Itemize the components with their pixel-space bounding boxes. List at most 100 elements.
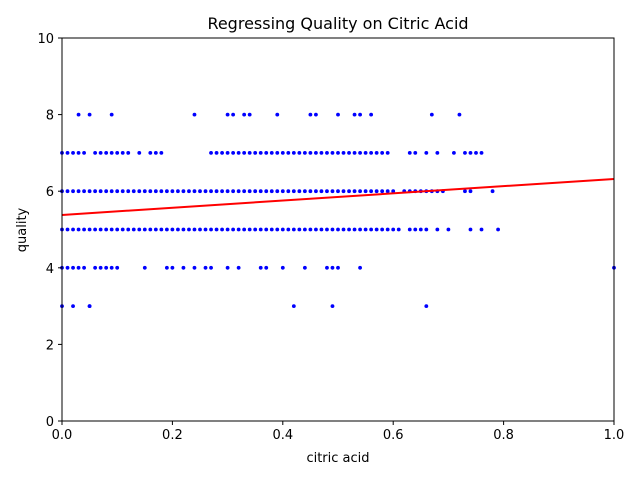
data-point (109, 189, 114, 194)
data-point (242, 151, 247, 155)
x-axis-label: citric acid (306, 451, 369, 466)
data-point (65, 265, 70, 270)
data-point (347, 151, 351, 155)
data-point (269, 151, 274, 155)
data-point (236, 151, 241, 155)
data-point (286, 151, 291, 155)
data-point (242, 189, 247, 194)
x-tick-label: 0.4 (272, 428, 293, 443)
data-point (120, 151, 125, 155)
data-point (198, 189, 202, 194)
data-point (275, 189, 280, 194)
data-point (258, 189, 263, 194)
data-point (93, 189, 98, 194)
regression-line-layer (61, 177, 615, 216)
data-point (363, 151, 368, 155)
data-point (363, 227, 368, 232)
data-point (291, 151, 296, 155)
data-point (424, 151, 429, 155)
data-point (435, 227, 440, 232)
data-point (302, 265, 307, 270)
data-point (286, 189, 291, 194)
data-point (198, 227, 202, 232)
data-point (76, 189, 81, 194)
data-point (109, 151, 114, 155)
data-point (358, 112, 362, 117)
data-point (424, 227, 429, 232)
data-point (429, 112, 434, 117)
y-tick-label: 4 (46, 262, 54, 277)
data-point (275, 112, 280, 117)
y-tick-label: 2 (46, 338, 54, 353)
data-point (352, 227, 357, 232)
data-point (424, 304, 429, 308)
data-point (236, 227, 241, 232)
data-point (358, 189, 362, 194)
chart-title: Regressing Quality on Citric Acid (207, 14, 468, 33)
data-point (352, 151, 357, 155)
data-point (126, 189, 131, 194)
data-point (142, 189, 147, 194)
data-point (380, 151, 385, 155)
data-point (358, 265, 362, 270)
data-point (192, 112, 197, 117)
data-point (325, 227, 329, 232)
data-point (286, 227, 291, 232)
data-point (490, 189, 495, 194)
data-point (71, 227, 75, 232)
data-point (314, 151, 318, 155)
data-point (181, 227, 186, 232)
data-point (280, 151, 285, 155)
data-point (109, 227, 114, 232)
data-point (446, 227, 451, 232)
data-point (302, 151, 307, 155)
data-point (181, 265, 186, 270)
data-point (120, 189, 125, 194)
data-point (131, 189, 136, 194)
data-point (142, 265, 147, 270)
data-point (104, 227, 109, 232)
data-point (231, 112, 236, 117)
data-point (413, 151, 418, 155)
data-point (253, 189, 258, 194)
data-point (385, 151, 390, 155)
data-point (109, 265, 114, 270)
y-tick-label: 6 (46, 185, 54, 200)
data-point (214, 189, 219, 194)
data-point (225, 151, 230, 155)
data-point (407, 151, 412, 155)
data-point (452, 151, 456, 155)
data-point (170, 189, 175, 194)
data-point (164, 189, 169, 194)
data-point (468, 227, 473, 232)
data-point (468, 189, 473, 194)
regression-line (61, 177, 615, 216)
x-tick-label: 1.0 (604, 428, 625, 443)
data-point (231, 227, 236, 232)
data-point (280, 189, 285, 194)
data-point (192, 227, 197, 232)
data-point (170, 227, 175, 232)
plot-area-frame (61, 37, 615, 422)
data-point (336, 265, 340, 270)
data-point (385, 227, 390, 232)
data-point (220, 189, 224, 194)
data-point (407, 227, 412, 232)
data-point (242, 227, 247, 232)
data-point (391, 189, 396, 194)
x-axis: 0.0 0.2 0.4 0.6 0.8 1.0 (52, 421, 625, 443)
data-point (308, 112, 313, 117)
data-point (253, 151, 258, 155)
data-point (374, 189, 379, 194)
data-point (87, 227, 92, 232)
data-point (65, 189, 70, 194)
data-point (115, 151, 120, 155)
data-point (391, 227, 396, 232)
data-point (330, 304, 335, 308)
data-point (164, 265, 169, 270)
data-point (380, 189, 385, 194)
data-point (187, 189, 191, 194)
y-axis-label: quality (15, 207, 30, 252)
data-point (314, 227, 318, 232)
